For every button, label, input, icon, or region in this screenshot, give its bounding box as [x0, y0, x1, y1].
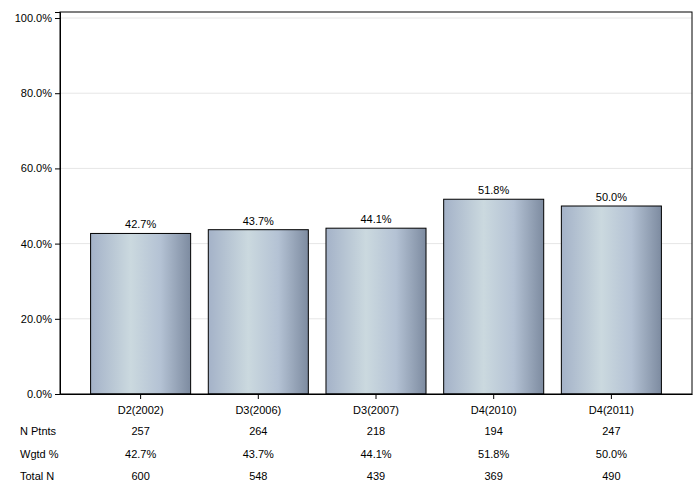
y-tick-mark	[55, 93, 60, 94]
bars	[91, 199, 662, 394]
y-tick-label: 80.0%	[21, 87, 52, 99]
bar	[208, 230, 308, 394]
y-tick-label: 20.0%	[21, 313, 52, 325]
x-tick-label: D4(2011)	[589, 404, 634, 416]
stats-table: N Ptnts 257 264 218 194 247 Wgtd % 42.7% 43.7% 44…	[20, 425, 627, 482]
y-tick-mark	[55, 18, 60, 19]
data-label: 44.1%	[360, 213, 391, 225]
bar	[444, 199, 544, 394]
x-tick: D4(2010)	[471, 394, 517, 416]
table-cell: 369	[485, 470, 503, 482]
x-tick-label: D4(2010)	[471, 404, 517, 416]
table-cell: 43.7%	[243, 448, 274, 460]
table-cell: 51.8%	[478, 448, 509, 460]
y-tick-mark	[55, 244, 60, 245]
plot-frame	[60, 12, 692, 394]
y-tick: 60.0%	[21, 162, 60, 174]
y-tick-mark	[55, 394, 60, 395]
y-tick-label: 100.0%	[15, 12, 53, 24]
table-row-label: Total N	[20, 470, 54, 482]
bar	[561, 206, 661, 394]
table-cell: 247	[602, 425, 620, 437]
table-cell: 257	[131, 425, 149, 437]
table-cell: 264	[249, 425, 267, 437]
x-tick: D4(2011)	[589, 394, 634, 416]
grid-line	[60, 93, 692, 94]
y-tick: 20.0%	[21, 313, 60, 325]
y-tick: 0.0%	[27, 388, 60, 400]
y-tick: 40.0%	[21, 238, 60, 250]
x-tick: D3(2007)	[353, 394, 399, 416]
y-axis-line	[55, 13, 61, 395]
chart: 0.0% 20.0% 40.0% 60.0% 80.0% 100.0% D2(2002) D3…	[0, 0, 700, 500]
table-cell: 600	[131, 470, 149, 482]
bar	[326, 228, 426, 394]
table-cell: 44.1%	[360, 448, 391, 460]
grid-line	[60, 18, 692, 19]
x-tick: D2(2002)	[118, 394, 164, 416]
grid	[60, 18, 692, 394]
data-label: 42.7%	[125, 218, 156, 230]
bar	[91, 233, 191, 394]
table-cell: 42.7%	[125, 448, 156, 460]
table-cell: 218	[367, 425, 385, 437]
data-label: 50.0%	[596, 191, 627, 203]
y-tick-mark	[55, 319, 60, 320]
x-tick-mark	[611, 394, 612, 399]
y-axis: 0.0% 20.0% 40.0% 60.0% 80.0% 100.0%	[15, 12, 61, 400]
table-row-label: N Ptnts	[20, 425, 57, 437]
x-tick-mark	[140, 394, 141, 399]
x-tick-mark	[376, 394, 377, 399]
x-tick-label: D3(2006)	[235, 404, 281, 416]
table-cell: 194	[485, 425, 503, 437]
x-tick-label: D2(2002)	[118, 404, 164, 416]
y-tick: 100.0%	[15, 12, 60, 24]
table-cell: 50.0%	[596, 448, 627, 460]
x-axis: D2(2002) D3(2006) D3(2007) D4(2010) D4(2011)	[61, 394, 693, 416]
data-labels: 42.7% 43.7% 44.1% 51.8% 50.0%	[125, 184, 627, 230]
x-tick-mark	[493, 394, 494, 399]
y-tick-label: 40.0%	[21, 238, 52, 250]
y-tick-mark	[55, 168, 60, 169]
y-tick: 80.0%	[21, 87, 60, 99]
grid-line	[60, 168, 692, 169]
table-cell: 490	[602, 470, 620, 482]
y-tick-label: 60.0%	[21, 162, 52, 174]
table-cell: 548	[249, 470, 267, 482]
table-row-label: Wgtd %	[20, 448, 59, 460]
x-tick: D3(2006)	[235, 394, 281, 416]
table-cell: 439	[367, 470, 385, 482]
data-label: 43.7%	[243, 215, 274, 227]
x-tick-mark	[258, 394, 259, 399]
data-label: 51.8%	[478, 184, 509, 196]
x-tick-label: D3(2007)	[353, 404, 399, 416]
y-tick-label: 0.0%	[27, 388, 52, 400]
